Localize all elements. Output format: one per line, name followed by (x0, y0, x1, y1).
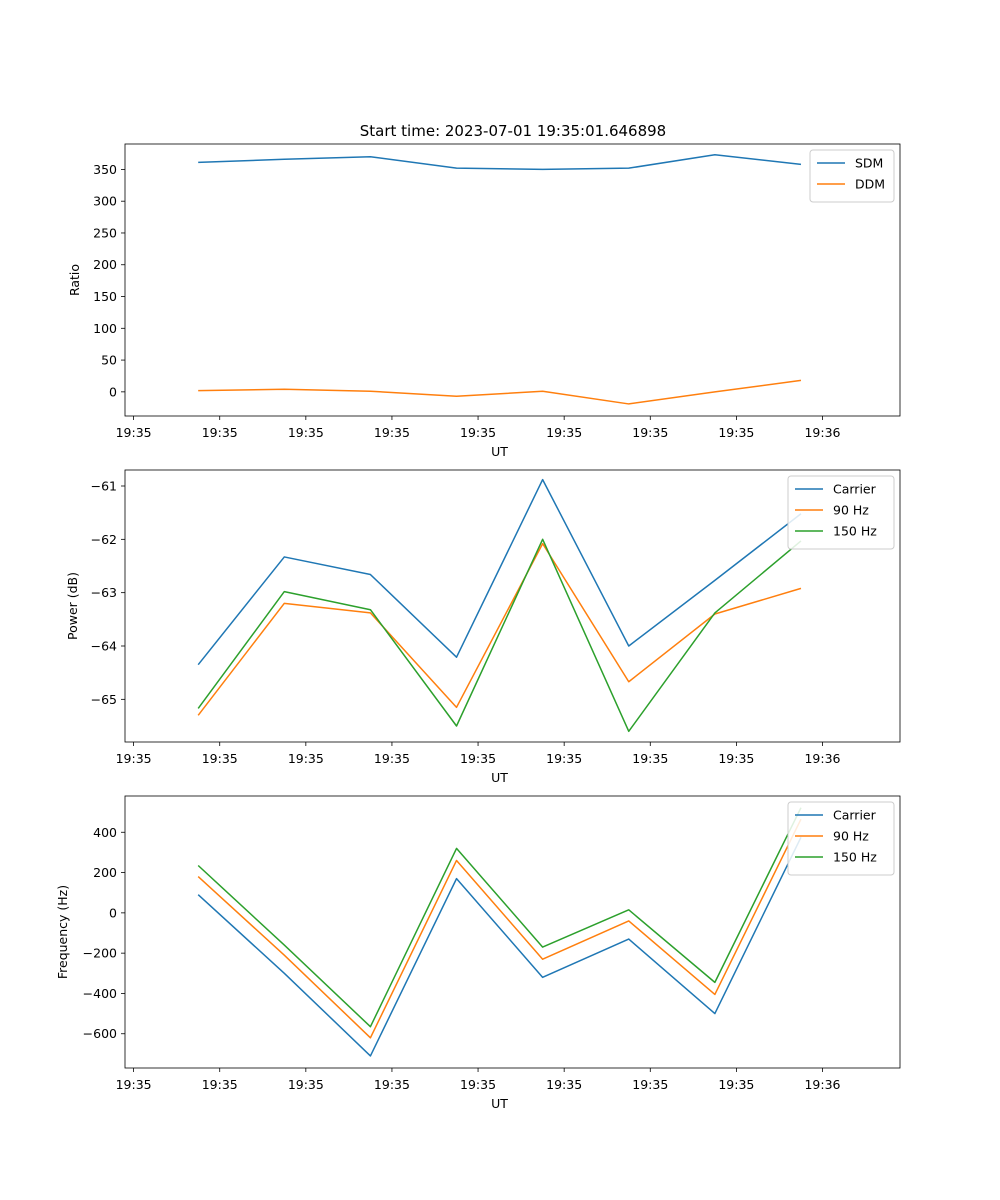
x-tick-label: 19:35 (116, 751, 152, 766)
series-line-carrier (197, 478, 802, 666)
legend-label: SDM (855, 156, 883, 171)
axes-frame (124, 795, 901, 1069)
x-tick-label: 19:35 (374, 1077, 410, 1092)
figure-title: Start time: 2023-07-01 19:35:01.646898 (360, 122, 666, 140)
legend-label: 90 Hz (833, 503, 869, 518)
y-tick-label: 350 (93, 162, 117, 177)
y-tick-label: 300 (93, 194, 117, 209)
x-tick-label: 19:35 (718, 751, 754, 766)
y-axis-label: Frequency (Hz) (55, 885, 70, 979)
x-tick-label: 19:35 (374, 425, 410, 440)
x-tick-label: 19:35 (632, 1077, 668, 1092)
x-tick-label: 19:35 (546, 751, 582, 766)
y-axis-label: Ratio (67, 264, 82, 296)
charts: 19:35 19:35 19:35 19:35 19:35 19:35 19:35 19:35… (55, 143, 901, 1111)
x-tick-label: 19:35 (288, 751, 324, 766)
y-tick-label: −62 (91, 532, 117, 547)
x-tick-label: 19:35 (202, 1077, 238, 1092)
series-line-ddm (198, 379, 802, 405)
legend-label: 150 Hz (833, 850, 877, 865)
x-tick-label: 19:35 (460, 751, 496, 766)
x-tick-label: 19:35 (202, 425, 238, 440)
y-tick-label: 0 (109, 905, 117, 920)
legend: SDM DDM (809, 149, 895, 203)
legend-label: DDM (855, 177, 885, 192)
x-tick-label: 19:35 (374, 751, 410, 766)
y-tick-label: 200 (93, 257, 117, 272)
x-axis-label: UT (491, 770, 508, 785)
chart-panel-2: 19:35 19:35 19:35 19:35 19:35 19:35 19:35 19:35… (65, 469, 901, 785)
y-tick-label: −63 (91, 585, 117, 600)
x-tick-label: 19:35 (718, 425, 754, 440)
series-line-150-hz (197, 538, 802, 733)
series-line-90-hz (197, 818, 802, 1039)
x-tick-label: 19:35 (632, 751, 668, 766)
x-tick-label: 19:35 (546, 1077, 582, 1092)
x-axis-label: UT (491, 1096, 508, 1111)
x-tick-label: 19:35 (202, 751, 238, 766)
y-tick-label: −65 (91, 692, 117, 707)
legend: Carrier 90 Hz 150 Hz (787, 801, 895, 876)
y-tick-label: −200 (83, 946, 117, 961)
legend-label: 90 Hz (833, 829, 869, 844)
y-tick-label: 50 (101, 353, 117, 368)
series-line-150-hz (197, 807, 802, 1028)
legend-label: Carrier (833, 482, 877, 497)
x-tick-label: 19:35 (288, 1077, 324, 1092)
y-tick-label: 100 (93, 321, 117, 336)
x-tick-label: 19:36 (804, 751, 840, 766)
y-tick-label: −61 (91, 479, 117, 494)
legend: Carrier 90 Hz 150 Hz (787, 475, 895, 550)
y-tick-label: −400 (83, 986, 117, 1001)
x-tick-label: 19:35 (460, 1077, 496, 1092)
x-tick-label: 19:35 (460, 425, 496, 440)
chart-panel-3: 19:35 19:35 19:35 19:35 19:35 19:35 19:35 19:35… (55, 795, 901, 1111)
x-tick-label: 19:35 (116, 1077, 152, 1092)
x-tick-label: 19:35 (288, 425, 324, 440)
y-tick-label: 0 (109, 384, 117, 399)
axes-frame (124, 143, 901, 417)
y-tick-label: 200 (93, 865, 117, 880)
y-tick-label: 400 (93, 825, 117, 840)
y-tick-label: −600 (83, 1026, 117, 1041)
x-tick-label: 19:35 (718, 1077, 754, 1092)
x-tick-label: 19:35 (632, 425, 668, 440)
x-tick-label: 19:35 (116, 425, 152, 440)
y-tick-label: 250 (93, 225, 117, 240)
axes-frame (124, 469, 901, 743)
x-tick-label: 19:35 (546, 425, 582, 440)
chart-panel-1: 19:35 19:35 19:35 19:35 19:35 19:35 19:35 19:35… (67, 143, 901, 459)
legend-label: 150 Hz (833, 524, 877, 539)
x-tick-label: 19:36 (804, 425, 840, 440)
y-tick-label: −64 (91, 639, 117, 654)
series-line-carrier (197, 836, 802, 1057)
legend-label: Carrier (833, 808, 877, 823)
series-line-90-hz (197, 542, 802, 716)
y-tick-label: 150 (93, 289, 117, 304)
x-axis-label: UT (491, 444, 508, 459)
y-axis-label: Power (dB) (65, 572, 80, 640)
series-line-sdm (198, 154, 802, 171)
x-tick-label: 19:36 (804, 1077, 840, 1092)
